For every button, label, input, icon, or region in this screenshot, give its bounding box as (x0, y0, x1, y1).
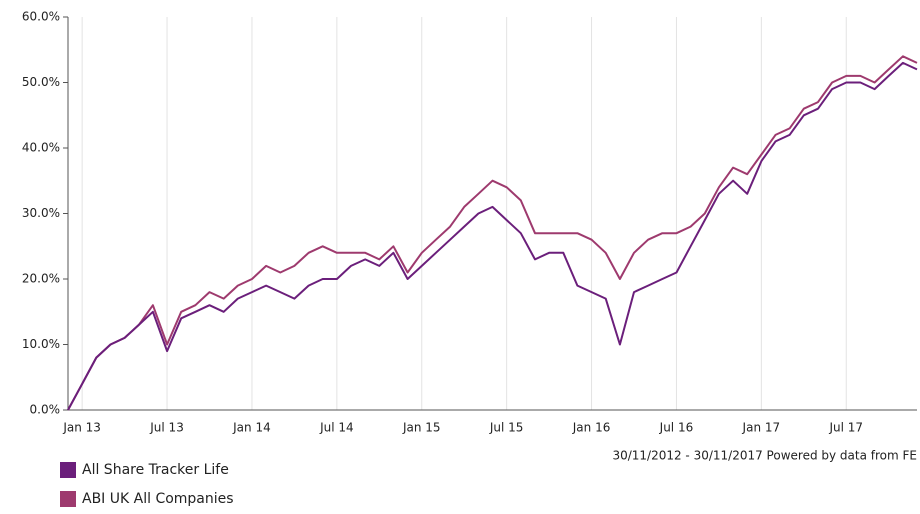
source-note: 30/11/2012 - 30/11/2017 Powered by data … (612, 449, 917, 463)
legend-swatch (60, 462, 76, 478)
x-tick-label: Jan 17 (742, 421, 781, 435)
y-tick-label: 40.0% (22, 141, 60, 155)
x-tick-label: Jul 17 (828, 421, 863, 435)
y-tick-label: 10.0% (22, 337, 60, 351)
legend-label: All Share Tracker Life (82, 462, 229, 478)
x-tick-label: Jan 14 (232, 421, 271, 435)
x-tick-label: Jul 16 (659, 421, 694, 435)
x-tick-label: Jul 14 (319, 421, 354, 435)
x-tick-label: Jul 13 (149, 421, 184, 435)
x-tick-label: Jan 16 (572, 421, 611, 435)
y-tick-label: 60.0% (22, 10, 60, 24)
y-tick-label: 20.0% (22, 272, 60, 286)
x-tick-label: Jan 15 (402, 421, 441, 435)
x-tick-label: Jan 13 (62, 421, 101, 435)
y-tick-label: 50.0% (22, 75, 60, 89)
legend-swatch (60, 491, 76, 507)
y-tick-label: 30.0% (22, 206, 60, 220)
x-tick-label: Jul 15 (489, 421, 524, 435)
series-line (67, 61, 918, 411)
y-tick-label: 0.0% (30, 403, 61, 417)
legend-label: ABI UK All Companies (82, 491, 234, 507)
legend: All Share Tracker Life ABI UK All Compani… (60, 462, 234, 507)
series-line (67, 55, 918, 411)
